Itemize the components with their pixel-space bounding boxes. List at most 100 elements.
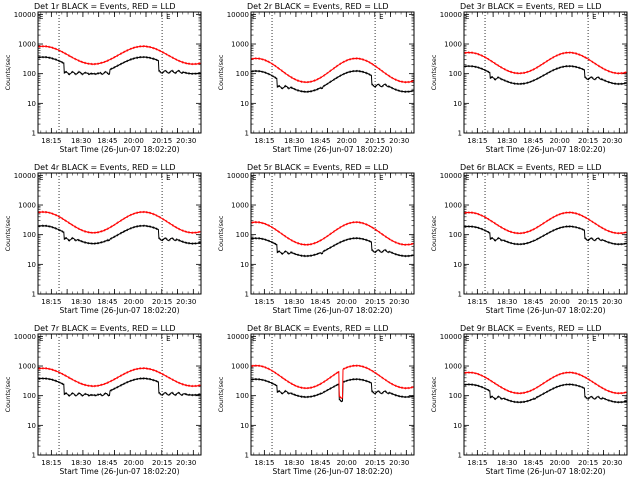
- x-tick-label: 20:15: [365, 459, 385, 467]
- x-tick-label: 18:45: [97, 298, 117, 306]
- x-tick-label: 18:45: [523, 298, 543, 306]
- y-tick-label: 1: [32, 452, 36, 460]
- events-series-line: [37, 377, 202, 397]
- detector-panel: Det 8r BLACK = Events, RED = LLD Counts/s…: [217, 324, 415, 476]
- x-tick-label: 20:30: [389, 137, 409, 145]
- y-tick-label: 1: [245, 130, 249, 138]
- y-axis-label: Counts/sec: [4, 376, 12, 412]
- y-axis-label: Counts/sec: [430, 376, 438, 412]
- y-axis-label: Counts/sec: [430, 215, 438, 251]
- y-tick-label: 10: [27, 261, 36, 269]
- x-tick-label: 18:45: [310, 137, 330, 145]
- x-tick-label: 18:15: [467, 459, 487, 467]
- y-axis-label: Counts/sec: [217, 54, 225, 90]
- x-tick-label: 20:15: [578, 459, 598, 467]
- y-tick-label: 100: [23, 392, 36, 400]
- plot-frame: [463, 11, 628, 134]
- x-tick-label: 18:15: [254, 459, 274, 467]
- lld-series-line: [463, 211, 628, 235]
- x-tick-label: 20:00: [550, 298, 570, 306]
- panel-title: Det 4r BLACK = Events, RED = LLD: [34, 163, 176, 172]
- x-tick-label: 20:15: [152, 137, 172, 145]
- x-tick-label: 20:00: [124, 137, 144, 145]
- marker-label: E: [39, 335, 43, 343]
- x-tick-label: 18:30: [71, 459, 91, 467]
- lld-series-line: [37, 45, 202, 66]
- events-series-line: [463, 225, 628, 246]
- y-tick-label: 10: [453, 100, 462, 108]
- x-axis-label: Start Time (26-Jun-07 18:02:20): [273, 306, 393, 315]
- y-tick-label: 100: [23, 231, 36, 239]
- y-tick-label: 1000: [444, 41, 462, 49]
- x-tick-label: 18:45: [523, 137, 543, 145]
- x-tick-label: 18:30: [284, 298, 304, 306]
- x-tick-label: 20:30: [176, 137, 196, 145]
- marker-label: E: [252, 335, 256, 343]
- panel-title: Det 2r BLACK = Events, RED = LLD: [247, 2, 389, 11]
- x-tick-label: 18:15: [41, 137, 61, 145]
- x-axis-label: Start Time (26-Jun-07 18:02:20): [60, 145, 180, 154]
- detector-panel: Det 9r BLACK = Events, RED = LLD Counts/s…: [430, 324, 628, 476]
- y-tick-label: 10000: [227, 11, 249, 19]
- y-tick-label: 1000: [231, 202, 249, 210]
- x-tick-label: 18:15: [254, 298, 274, 306]
- x-tick-label: 18:45: [97, 459, 117, 467]
- marker-label: E: [592, 13, 596, 21]
- y-tick-label: 1: [245, 452, 249, 460]
- marker-label: E: [379, 335, 383, 343]
- x-tick-label: 20:30: [389, 459, 409, 467]
- x-tick-label: 20:00: [337, 298, 357, 306]
- marker-label: E: [379, 13, 383, 21]
- x-tick-label: 20:00: [124, 298, 144, 306]
- x-tick-label: 20:15: [152, 298, 172, 306]
- panel-title: Det 8r BLACK = Events, RED = LLD: [247, 324, 389, 333]
- y-axis-label: Counts/sec: [430, 54, 438, 90]
- x-axis-label: Start Time (26-Jun-07 18:02:20): [60, 306, 180, 315]
- x-axis-label: Start Time (26-Jun-07 18:02:20): [486, 467, 606, 476]
- x-tick-label: 18:15: [467, 137, 487, 145]
- events-series-line: [463, 64, 628, 86]
- detector-panel: Det 4r BLACK = Events, RED = LLD Counts/s…: [4, 163, 202, 315]
- panel-title: Det 7r BLACK = Events, RED = LLD: [34, 324, 176, 333]
- x-tick-label: 18:30: [71, 137, 91, 145]
- lld-series-line: [250, 220, 415, 247]
- y-tick-label: 100: [236, 70, 249, 78]
- y-axis-label: Counts/sec: [4, 215, 12, 251]
- detector-panel: Det 2r BLACK = Events, RED = LLD Counts/s…: [217, 2, 415, 154]
- y-tick-label: 100: [449, 392, 462, 400]
- y-tick-label: 10000: [227, 333, 249, 341]
- marker-label: E: [39, 13, 43, 21]
- x-tick-label: 20:00: [337, 459, 357, 467]
- lld-series-line: [37, 210, 202, 235]
- x-axis-label: Start Time (26-Jun-07 18:02:20): [486, 306, 606, 315]
- x-tick-label: 20:30: [176, 298, 196, 306]
- lld-series-line: [250, 57, 415, 84]
- y-tick-label: 1: [245, 291, 249, 299]
- lld-series-line: [250, 364, 415, 399]
- detector-panel: Det 6r BLACK = Events, RED = LLD Counts/s…: [430, 163, 628, 315]
- events-series-line: [250, 236, 415, 258]
- detector-panel: Det 3r BLACK = Events, RED = LLD Counts/s…: [430, 2, 628, 154]
- marker-label: E: [166, 335, 170, 343]
- x-axis-label: Start Time (26-Jun-07 18:02:20): [60, 467, 180, 476]
- x-tick-label: 20:15: [578, 137, 598, 145]
- x-tick-label: 18:30: [284, 459, 304, 467]
- detector-panel: Det 1r BLACK = Events, RED = LLD Counts/s…: [4, 2, 202, 154]
- events-series-line: [250, 69, 415, 94]
- panel-title: Det 1r BLACK = Events, RED = LLD: [34, 2, 176, 11]
- x-tick-label: 20:00: [550, 459, 570, 467]
- x-tick-label: 20:00: [550, 137, 570, 145]
- plot-frame: [463, 333, 628, 456]
- marker-label: E: [252, 174, 256, 182]
- y-tick-label: 10000: [14, 11, 36, 19]
- y-tick-label: 100: [23, 70, 36, 78]
- marker-label: E: [592, 174, 596, 182]
- y-tick-label: 1000: [18, 363, 36, 371]
- x-tick-label: 18:30: [497, 459, 517, 467]
- y-tick-label: 10: [453, 422, 462, 430]
- marker-label: E: [465, 335, 469, 343]
- events-series-line: [37, 55, 202, 76]
- y-tick-label: 1000: [18, 202, 36, 210]
- lld-series-line: [37, 367, 202, 388]
- x-tick-label: 18:45: [310, 459, 330, 467]
